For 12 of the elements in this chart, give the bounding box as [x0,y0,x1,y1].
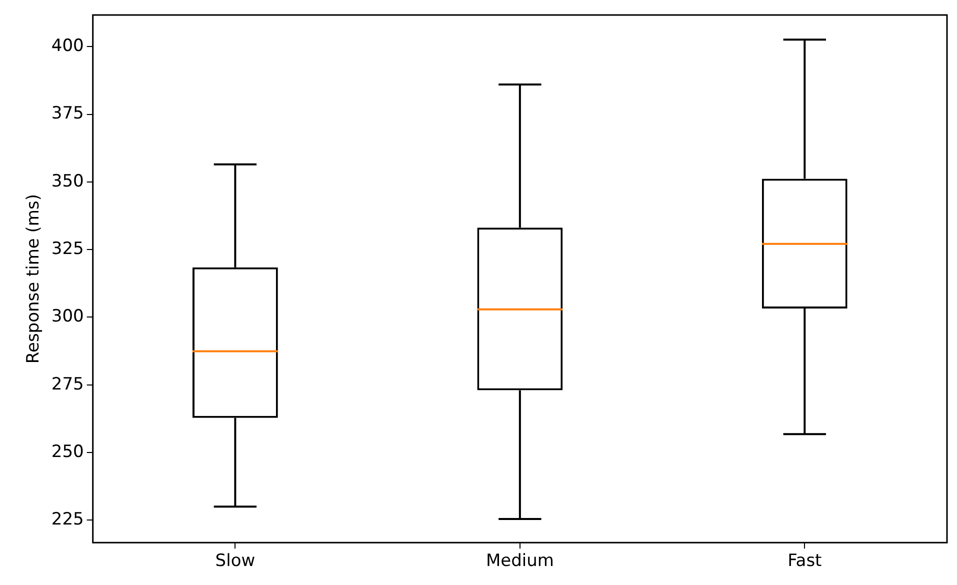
y-axis-title: Response time (ms) [24,194,44,364]
y-tick-label: 325 [51,239,84,259]
y-tick-label: 250 [51,442,84,462]
y-tick-label: 275 [51,374,84,394]
x-tick-label: Medium [486,551,554,572]
y-tick-label: 375 [51,104,84,124]
y-tick-label: 350 [51,171,84,192]
x-tick-label: Fast [788,551,822,572]
y-tick-label: 300 [51,306,84,327]
y-tick-label: 225 [51,510,84,530]
x-tick-label: Slow [215,551,256,572]
y-tick-label: 400 [51,36,84,56]
